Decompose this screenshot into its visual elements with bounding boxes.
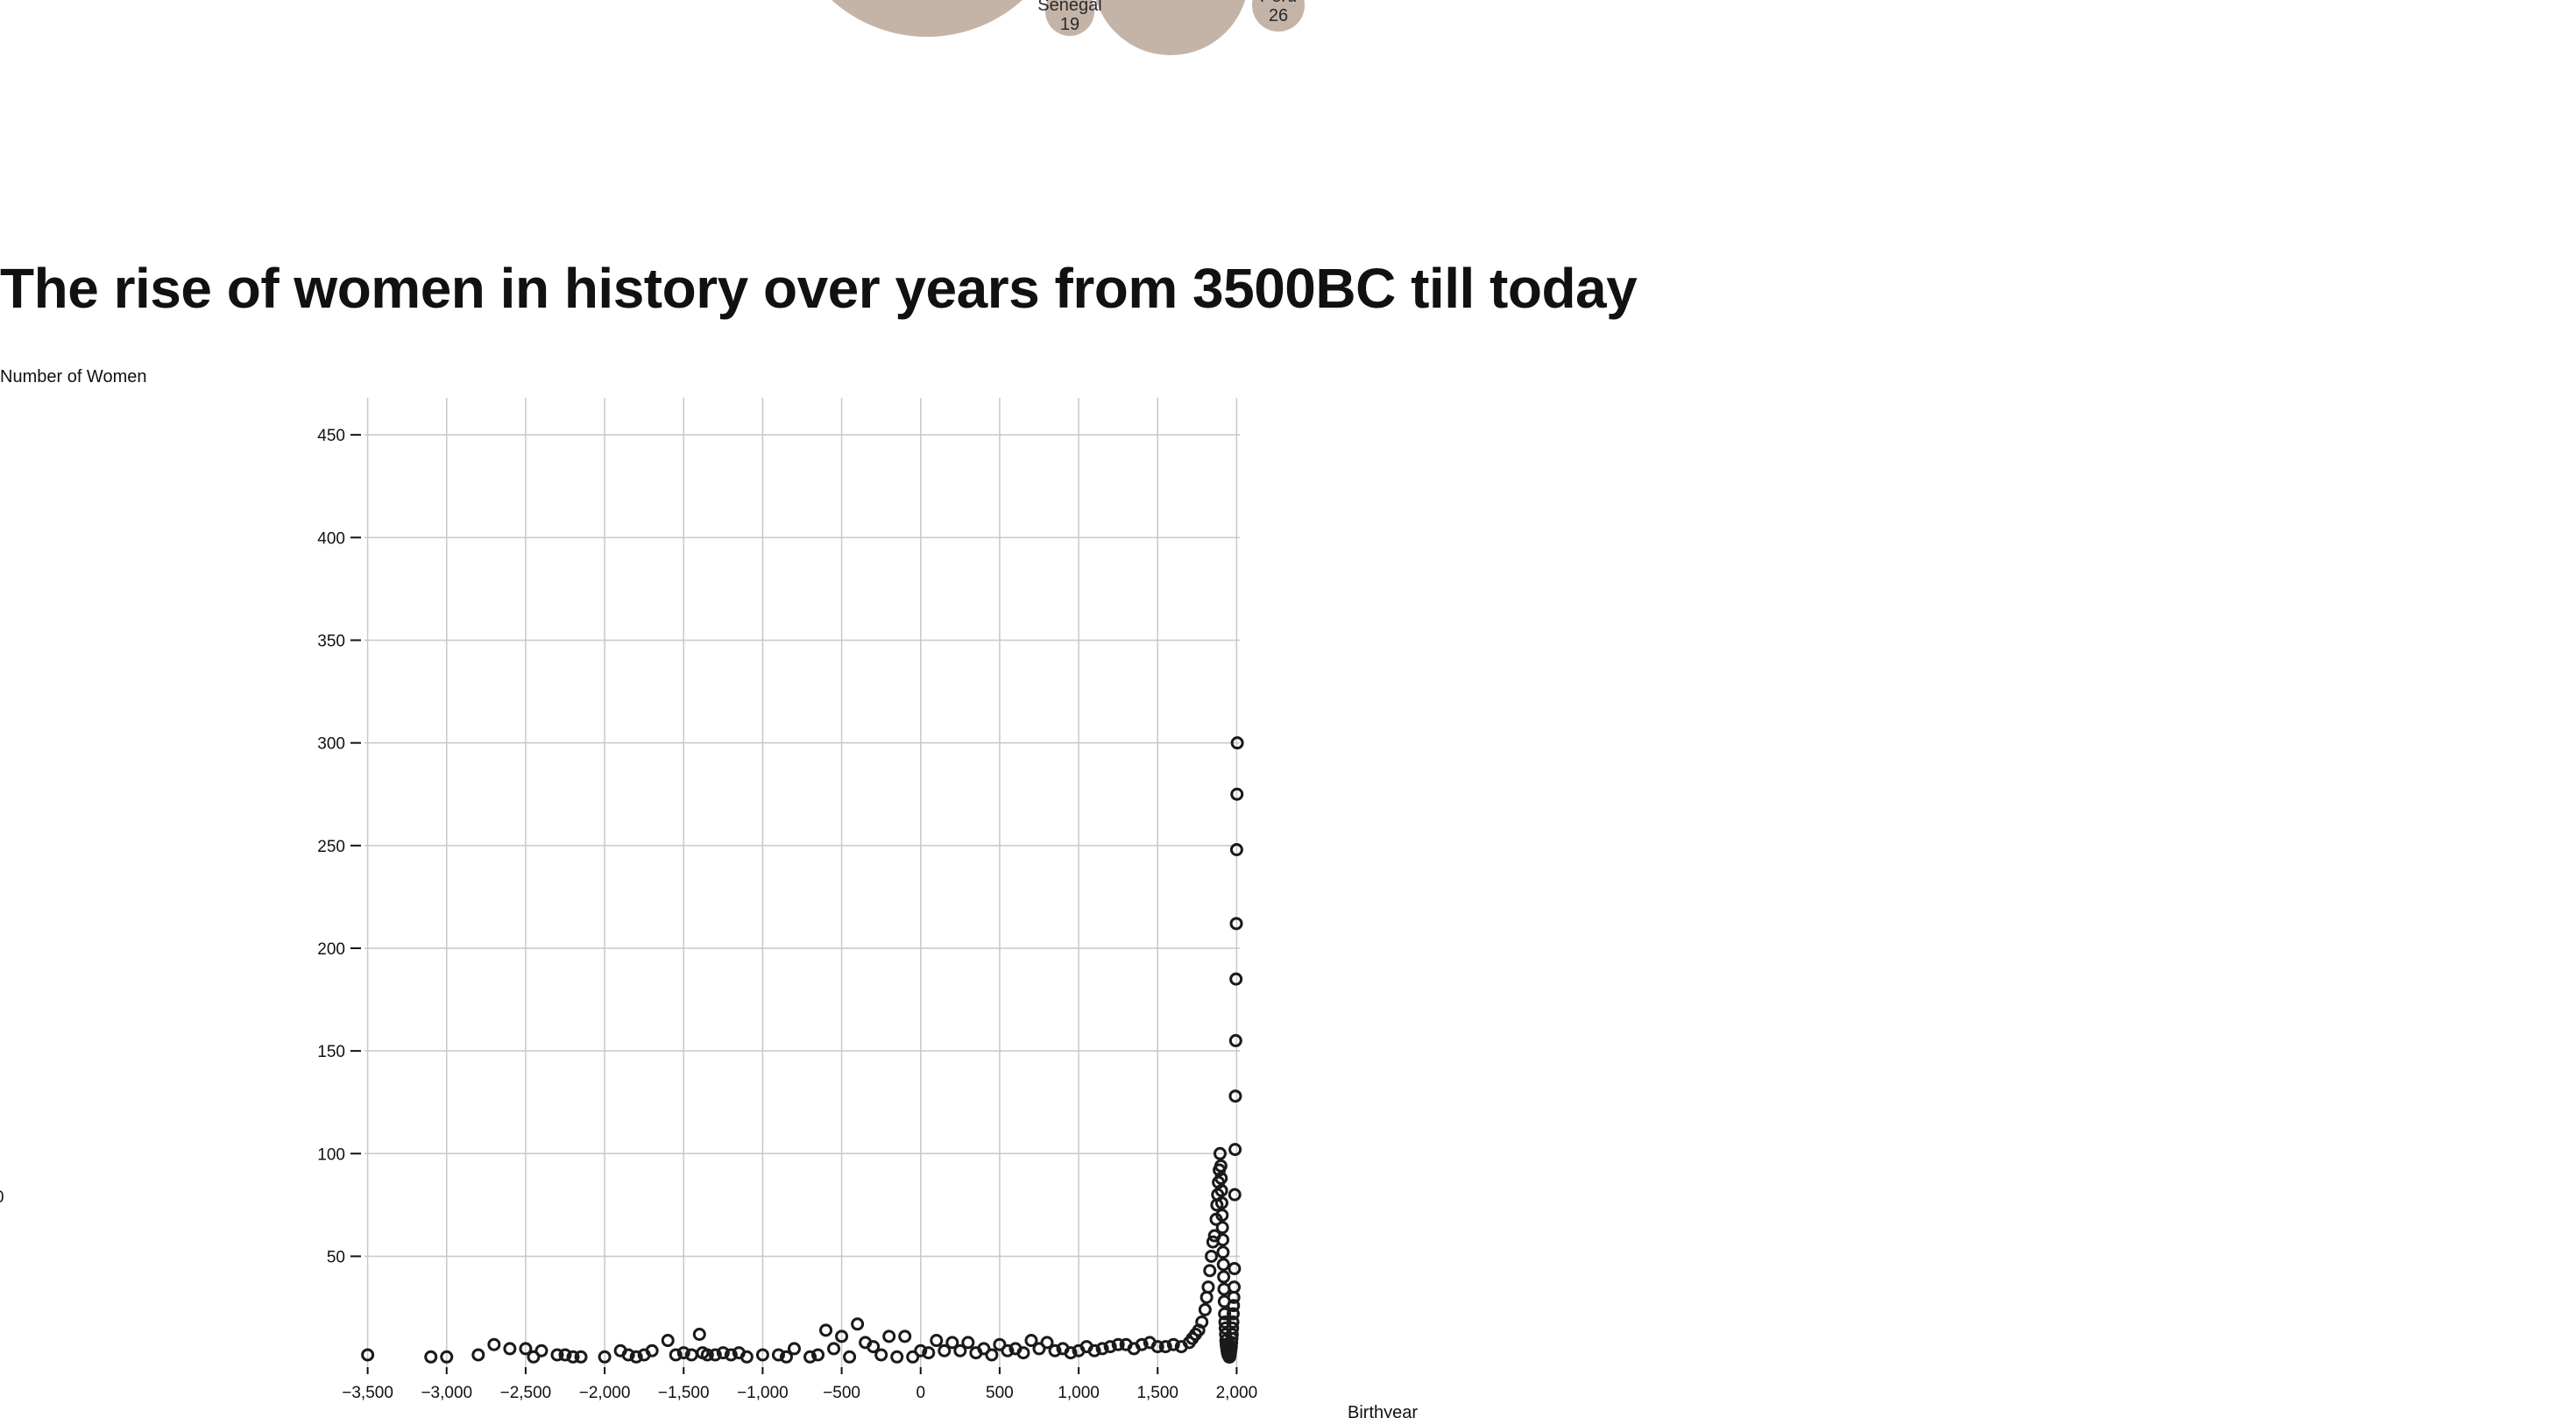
bubble-country-label: Senegal (1037, 0, 1101, 15)
y-tick-label: 450 (317, 427, 345, 445)
data-point (1200, 1304, 1210, 1315)
x-tick-label: 1,500 (1136, 1384, 1178, 1402)
data-point (1230, 1091, 1241, 1102)
data-point (489, 1339, 499, 1350)
x-axis-label: Birthyear (1348, 1403, 1418, 1418)
x-tick-label: −500 (823, 1384, 860, 1402)
data-point (1229, 1189, 1240, 1200)
data-point (931, 1336, 942, 1346)
data-point (963, 1337, 973, 1348)
data-point (821, 1325, 832, 1336)
scatter-chart: Number of Women Birthyear 0 −3,500 −3,000… (0, 351, 2576, 1418)
x-tick-label: 500 (986, 1384, 1014, 1402)
y-tick-label: 400 (317, 529, 345, 548)
x-tick-label: −3,500 (342, 1384, 393, 1402)
page-title: The rise of women in history over years … (0, 256, 1637, 321)
data-point (884, 1331, 895, 1342)
data-point (1217, 1223, 1228, 1233)
bubble-value-label: 26 (1269, 6, 1288, 25)
data-point (892, 1351, 902, 1362)
data-point (1229, 1264, 1240, 1274)
data-point (662, 1336, 673, 1346)
data-point (853, 1319, 863, 1329)
x-tick-label: 1,000 (1058, 1384, 1100, 1402)
x-tick-label: 0 (916, 1384, 925, 1402)
y-tick-label: 350 (317, 633, 345, 651)
data-point (789, 1344, 799, 1354)
data-point (473, 1350, 484, 1360)
data-point (845, 1351, 855, 1362)
country-bubble[interactable] (785, 0, 1069, 37)
y-tick-label: 150 (317, 1043, 345, 1061)
y-tick-label: 50 (327, 1248, 345, 1266)
data-point (987, 1350, 997, 1360)
grid-lines (364, 398, 1240, 1367)
data-point (876, 1350, 887, 1360)
x-tick-label: −1,000 (737, 1384, 789, 1402)
y-tick-label: 200 (317, 940, 345, 959)
country-bubble-chart: Senegal 19 Peru 26 (0, 0, 2576, 70)
y-tick-label: 250 (317, 838, 345, 856)
data-point (1230, 1035, 1241, 1046)
x-tick-label: −1,500 (658, 1384, 710, 1402)
data-point (1205, 1266, 1215, 1276)
data-point (1203, 1282, 1214, 1293)
bubble-country-label: Peru (1260, 0, 1297, 6)
stray-axis-tick: 0 (0, 1188, 4, 1207)
x-tick-label: 2,000 (1216, 1384, 1258, 1402)
data-point (426, 1351, 436, 1362)
y-tick-label: 300 (317, 735, 345, 754)
x-axis: −3,500 −3,000 −2,500 −2,000 −1,500 −1,000 −500… (342, 1367, 1257, 1402)
x-tick-label: −3,000 (421, 1384, 472, 1402)
country-bubble[interactable] (1093, 0, 1249, 55)
data-point (505, 1344, 515, 1354)
x-tick-label: −2,500 (500, 1384, 552, 1402)
data-point (1201, 1292, 1212, 1302)
data-point (536, 1345, 547, 1356)
y-tick-label: 100 (317, 1145, 345, 1164)
data-point (900, 1331, 910, 1342)
data-point (1219, 1284, 1229, 1294)
bubble-value-label: 19 (1060, 15, 1079, 34)
data-point (829, 1344, 839, 1354)
data-points (363, 738, 1243, 1363)
data-point (1229, 1282, 1240, 1293)
x-tick-label: −2,000 (579, 1384, 631, 1402)
data-point (1218, 1259, 1228, 1270)
data-point (1219, 1272, 1229, 1282)
y-axis: 50 100 150 200 250 300 350 400 450 (317, 427, 361, 1266)
data-point (694, 1329, 704, 1340)
y-axis-label: Number of Women (0, 367, 146, 386)
